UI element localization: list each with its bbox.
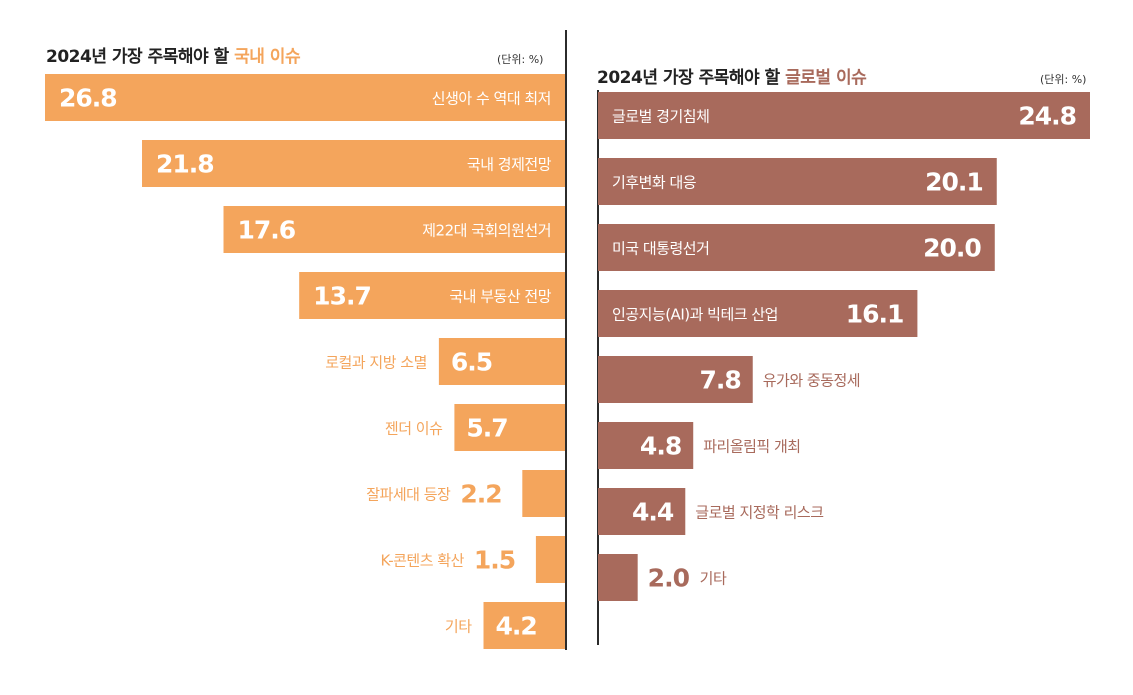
global-bar-7 [598,554,638,601]
domestic-bar-3 [299,272,565,319]
global-bar-5 [598,422,694,469]
domestic-category-label-0: 신생아 수 역대 최저 [432,90,551,108]
global-title-prefix: 2024년 가장 주목해야 할 [597,68,786,88]
domestic-category-label-6: 잘파세대 등장 [366,486,451,504]
domestic-value-label-5: 5.7 [466,414,507,443]
domestic-bar-4 [438,338,565,385]
domestic-category-label-3: 국내 부동산 전망 [449,288,551,306]
global-value-label-4: 7.8 [699,366,740,395]
global-category-label-0: 글로벌 경기침체 [612,108,709,126]
domestic-value-label-4: 6.5 [451,348,492,377]
global-category-label-3: 인공지능(AI)과 빅테크 산업 [612,306,778,324]
domestic-value-label-0: 26.8 [59,84,117,113]
global-value-label-2: 20.0 [923,234,981,263]
domestic-category-label-2: 제22대 국회의원선거 [422,222,551,240]
global-value-label-0: 24.8 [1018,102,1076,131]
domestic-value-label-1: 21.8 [156,150,214,179]
domestic-bar-0 [45,74,565,121]
global-bar-2 [598,224,995,271]
global-category-label-1: 기후변화 대응 [612,174,696,192]
global-bar-1 [598,158,997,205]
left-axis-line [565,30,567,650]
domestic-category-label-1: 국내 경제전망 [467,156,552,174]
domestic-value-label-8: 4.2 [496,612,537,641]
global-value-label-5: 4.8 [640,432,681,461]
domestic-value-label-3: 13.7 [313,282,371,311]
domestic-chart-title: 2024년 가장 주목해야 할 국내 이슈 [46,42,301,67]
global-category-label-5: 파리올림픽 개최 [703,438,800,456]
global-category-label-7: 기타 [700,570,727,588]
global-category-label-2: 미국 대통령선거 [612,240,709,258]
domestic-value-label-2: 17.6 [238,216,296,245]
global-category-label-4: 유가와 중동정세 [763,372,860,390]
domestic-category-label-4: 로컬과 지방 소멸 [325,354,427,372]
global-unit-label: (단위: %) [1040,73,1087,86]
domestic-title-highlight: 국내 이슈 [234,47,301,67]
global-value-label-6: 4.4 [632,498,674,527]
domestic-category-label-7: K-콘텐츠 확산 [380,552,464,570]
global-bar-0 [598,92,1090,139]
global-category-label-6: 글로벌 지정학 리스크 [695,504,823,522]
domestic-bar-7 [535,536,565,583]
global-title-highlight: 글로벌 이슈 [785,68,867,88]
global-chart-title: 2024년 가장 주목해야 할 글로벌 이슈 [597,63,867,88]
global-value-label-3: 16.1 [846,300,904,329]
global-value-label-7: 2.0 [648,564,690,593]
domestic-value-label-6: 2.2 [460,480,501,509]
domestic-bar-6 [522,470,565,517]
domestic-value-label-7: 1.5 [474,546,515,575]
domestic-bar-1 [142,140,565,187]
domestic-unit-label: (단위: %) [497,53,544,66]
global-bar-6 [598,488,686,535]
domestic-bar-2 [223,206,566,253]
domestic-bar-5 [454,404,565,451]
domestic-bar-8 [483,602,565,649]
domestic-category-label-5: 젠더 이슈 [385,420,443,438]
domestic-category-label-8: 기타 [445,618,472,636]
global-bar-3 [598,290,918,337]
domestic-title-prefix: 2024년 가장 주목해야 할 [46,47,235,67]
global-bar-4 [598,356,753,403]
global-value-label-1: 20.1 [925,168,983,197]
